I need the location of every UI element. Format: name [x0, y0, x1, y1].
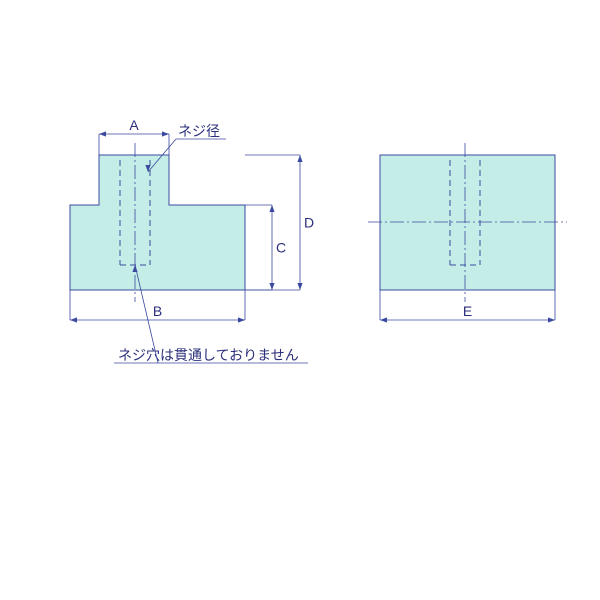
dim-label-e: E	[463, 303, 472, 319]
dim-label-d: D	[304, 215, 314, 231]
dim-label-b: B	[153, 303, 162, 319]
front-view-body	[70, 155, 245, 290]
dim-label-a: A	[129, 117, 139, 133]
side-view-body	[380, 155, 555, 290]
note-hole-not-through: ネジ穴は貫通しておりません	[118, 347, 299, 363]
dim-label-c: C	[276, 240, 286, 256]
engineering-drawing: A B E C D ネジ径ネジ穴は貫通しておりません	[0, 0, 600, 600]
note-thread-diameter: ネジ径	[178, 123, 220, 139]
